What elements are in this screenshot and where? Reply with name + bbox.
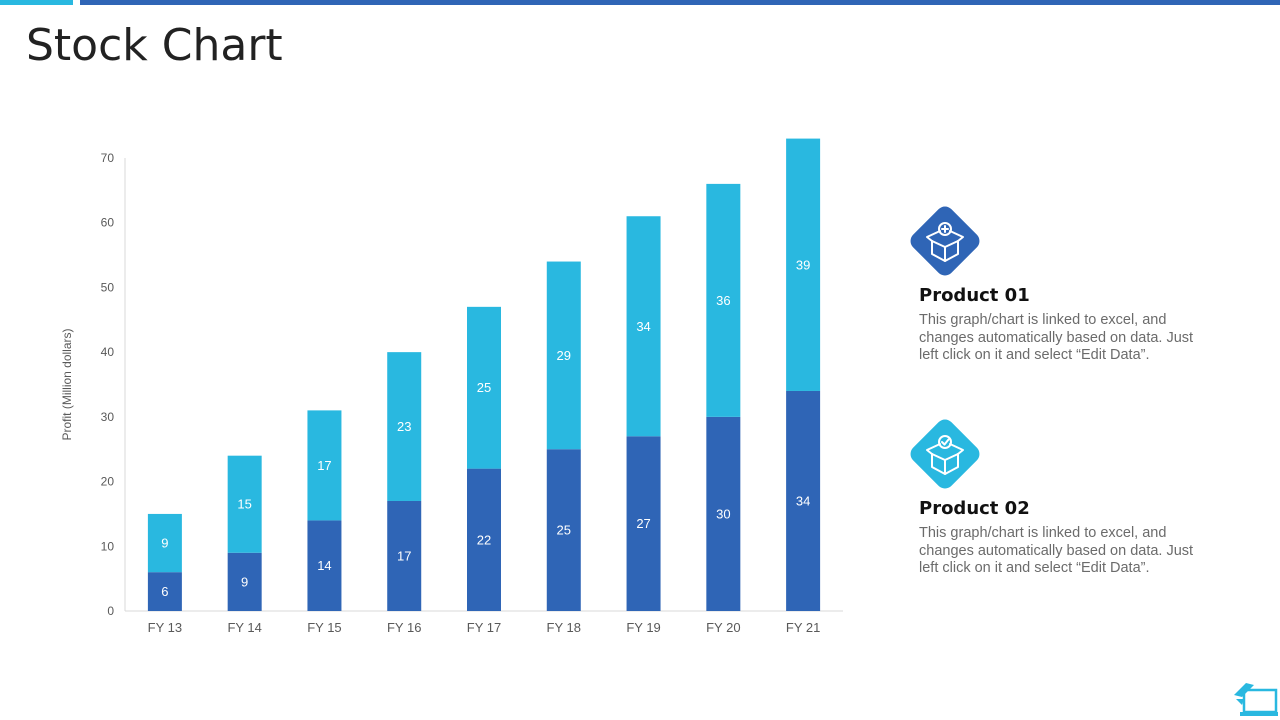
stacked-bar-chart: 0 10 20 30 40 50 60 70 Profit (Million dollars) 6… [60, 138, 843, 635]
data-label: 36 [716, 293, 730, 308]
legend-heading: Product 01 [919, 285, 1030, 306]
data-label: 34 [636, 319, 650, 334]
bar-segment [546, 261, 581, 450]
bar-segment [387, 500, 422, 611]
x-tick-label: FY 19 [626, 620, 660, 635]
data-label: 9 [161, 536, 168, 551]
bar-segment [706, 416, 741, 611]
y-tick-label: 0 [107, 604, 114, 618]
data-label: 23 [397, 419, 411, 434]
data-label: 39 [796, 257, 810, 272]
data-label: 6 [161, 584, 168, 599]
legend-description: This graph/chart is linked to excel, and… [919, 312, 1194, 363]
bar-segment [147, 572, 182, 611]
bar-segment [467, 468, 501, 611]
box-plus-icon [910, 206, 980, 276]
top-accent-bar-light [0, 0, 73, 5]
data-label: 22 [477, 532, 491, 547]
y-tick-label: 50 [101, 280, 115, 294]
legend-heading: Product 02 [919, 498, 1030, 519]
y-tick-label: 70 [101, 151, 115, 165]
bar-segment [706, 183, 741, 417]
x-tick-label: FY 15 [307, 620, 341, 635]
y-tick-label: 10 [101, 539, 115, 553]
data-label: 27 [636, 516, 650, 531]
x-tick-label: FY 21 [786, 620, 820, 635]
x-tick-label: FY 13 [148, 620, 182, 635]
y-tick-label: 30 [101, 410, 115, 424]
top-accent-bar-dark [80, 0, 1280, 5]
x-tick-label: FY 14 [227, 620, 261, 635]
y-tick-label: 60 [101, 216, 115, 230]
bar-segment [227, 552, 262, 611]
x-tick-label: FY 20 [706, 620, 740, 635]
bar-segment [307, 410, 342, 521]
y-tick-label: 40 [101, 345, 115, 359]
data-label: 9 [241, 574, 248, 589]
x-tick-label: FY 16 [387, 620, 421, 635]
presentation-logo-icon [1234, 683, 1278, 716]
data-label: 15 [237, 497, 251, 512]
data-label: 25 [557, 523, 571, 538]
bar-segment [307, 520, 342, 611]
page-title: Stock Chart [26, 20, 283, 71]
legend-description: This graph/chart is linked to excel, and… [919, 525, 1194, 576]
bar-segment [387, 352, 422, 501]
x-tick-label: FY 18 [547, 620, 581, 635]
bar-segment [626, 216, 661, 437]
bar-segment [546, 449, 581, 611]
data-label: 17 [317, 458, 331, 473]
x-tick-label: FY 17 [467, 620, 501, 635]
data-label: 17 [397, 548, 411, 563]
bar-segment [786, 390, 821, 611]
data-label: 34 [796, 493, 810, 508]
bar-segment [147, 513, 182, 573]
data-label: 29 [557, 348, 571, 363]
bar-segment [786, 138, 821, 391]
data-label: 30 [716, 506, 730, 521]
data-label: 25 [477, 380, 491, 395]
box-check-icon [910, 419, 980, 489]
bar-segment [227, 455, 262, 553]
y-axis-label: Profit (Million dollars) [60, 328, 74, 440]
y-tick-label: 20 [101, 475, 115, 489]
bar-segment [467, 306, 501, 469]
bar-segment [626, 436, 661, 611]
data-label: 14 [317, 558, 331, 573]
